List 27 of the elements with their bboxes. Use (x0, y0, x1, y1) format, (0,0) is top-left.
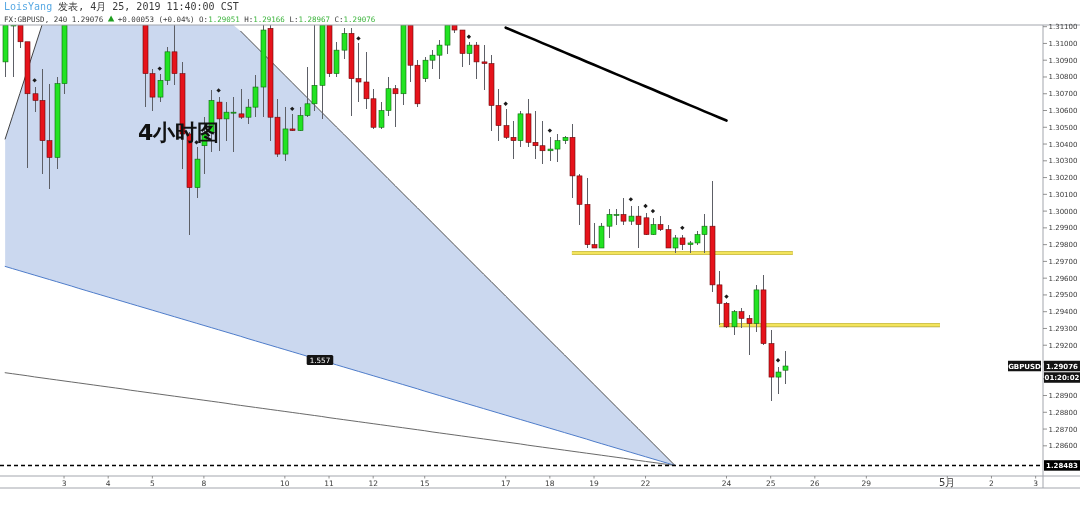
point (724, 294, 729, 299)
candlestick (672, 234, 679, 254)
candlestick (775, 366, 782, 395)
candlestick (392, 84, 399, 128)
candlestick (466, 41, 473, 66)
candlestick (782, 350, 789, 385)
x-tick-label: 5月 (939, 477, 956, 489)
candlestick (238, 88, 245, 120)
candlestick (216, 96, 223, 152)
point (466, 34, 472, 39)
line-series (504, 26, 728, 122)
candlestick (628, 205, 635, 226)
point (628, 197, 634, 202)
point (32, 78, 37, 83)
point (650, 208, 656, 214)
point (157, 66, 162, 71)
line-series (4, 372, 676, 466)
line-series (240, 30, 676, 466)
line-series (4, 265, 676, 466)
point (216, 88, 221, 93)
candlestick (620, 197, 627, 226)
chart-subtitle: LoisYang 发表, 4月 25, 2019 11:40:00 CST (4, 1, 239, 12)
candlestick (731, 309, 738, 336)
point (356, 36, 361, 41)
point (680, 225, 685, 231)
point (290, 106, 295, 112)
point (503, 101, 508, 106)
